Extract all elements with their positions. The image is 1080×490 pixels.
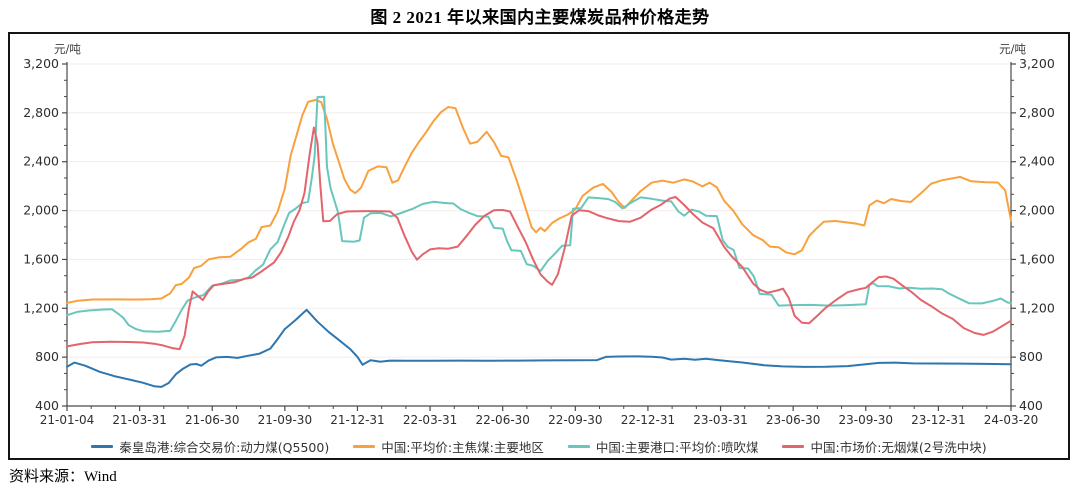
y-axis-unit-left: 元/吨: [54, 42, 81, 56]
anthracite-line: [66, 126, 1012, 351]
x-tick-label: 21-12-31: [330, 413, 384, 427]
legend-label-coking-coal: 中国:平均价:主焦煤:主要地区: [381, 439, 544, 455]
tick-label: 2,800: [23, 105, 59, 120]
source-note: 资料来源：Wind: [9, 469, 117, 485]
legend-swatch-coking-coal: [353, 444, 376, 448]
x-tick-label: 21-03-31: [112, 413, 166, 427]
x-ticks-and-labels: 21-01-04 21-03-31 21-06-30 21-09-30 21-12-31…: [40, 406, 1038, 427]
legend-label-pci-coal: 中国:主要港口:平均价:喷吹煤: [595, 439, 759, 455]
axes: [66, 62, 1012, 407]
x-tick-label: 23-12-31: [911, 413, 965, 427]
figure-title: 图 2 2021 年以来国内主要煤炭品种价格走势: [370, 8, 710, 27]
x-tick-label: 23-06-30: [766, 413, 820, 427]
chart-frame: 元/吨 元/吨 400 400 800 800 1,200 1,200 1,600 1,600…: [8, 32, 1070, 460]
tick-label: 2,400: [1019, 154, 1055, 169]
tick-label: 1,600: [23, 251, 59, 266]
price-line-chart: 400 400 800 800 1,200 1,200 1,600 1,600 2,000 2,0…: [23, 56, 1055, 427]
tick-label: 800: [35, 349, 59, 364]
tick-label: 2,800: [1019, 105, 1055, 120]
legend-swatch-thermal-coal: [91, 444, 114, 448]
x-tick-label: 23-09-30: [839, 413, 893, 427]
tick-label: 400: [1019, 398, 1043, 413]
tick-label: 1,600: [1019, 251, 1055, 266]
gridlines: [67, 63, 1011, 358]
tick-label: 800: [1019, 349, 1043, 364]
series-lines: [66, 95, 1012, 388]
x-tick-label: 22-03-31: [403, 413, 457, 427]
x-tick-label: 21-06-30: [185, 413, 239, 427]
legend-label-thermal-coal: 秦皇岛港:综合交易价:动力煤(Q5500): [119, 439, 330, 455]
y-axis-unit-right: 元/吨: [999, 42, 1026, 56]
tick-label: 2,000: [1019, 203, 1055, 218]
x-tick-label: 24-03-20: [984, 413, 1038, 427]
chart-legend: 秦皇岛港:综合交易价:动力煤(Q5500) 中国:平均价:主焦煤:主要地区 中国:主…: [10, 437, 1068, 455]
coking-coal-line: [66, 99, 1012, 304]
x-tick-label: 22-12-31: [621, 413, 675, 427]
x-tick-label: 21-01-04: [40, 413, 94, 427]
x-tick-label: 23-03-31: [693, 413, 747, 427]
x-tick-label: 22-09-30: [548, 413, 602, 427]
tick-label: 2,400: [23, 154, 59, 169]
thermal-coal-line: [66, 308, 1012, 388]
tick-label: 3,200: [1019, 56, 1055, 71]
tick-label: 1,200: [23, 300, 59, 315]
tick-label: 3,200: [23, 56, 59, 71]
y-ticks-and-labels: 400 400 800 800 1,200 1,200 1,600 1,600 2,000 2,0…: [23, 56, 1055, 413]
legend-swatch-anthracite: [782, 444, 805, 448]
legend-item-pci-coal: 中国:主要港口:平均价:喷吹煤: [567, 437, 759, 456]
tick-label: 400: [35, 398, 59, 413]
legend-item-coking-coal: 中国:平均价:主焦煤:主要地区: [353, 437, 544, 456]
pci-coal-line: [66, 95, 1012, 333]
x-tick-label: 22-06-30: [475, 413, 529, 427]
legend-item-anthracite: 中国:市场价:无烟煤(2号洗中块): [782, 437, 987, 456]
legend-label-anthracite: 中国:市场价:无烟煤(2号洗中块): [810, 439, 987, 455]
tick-label: 2,000: [23, 203, 59, 218]
legend-swatch-pci-coal: [567, 444, 590, 448]
x-tick-label: 21-09-30: [258, 413, 312, 427]
tick-label: 1,200: [1019, 300, 1055, 315]
legend-item-thermal-coal: 秦皇岛港:综合交易价:动力煤(Q5500): [91, 437, 329, 456]
